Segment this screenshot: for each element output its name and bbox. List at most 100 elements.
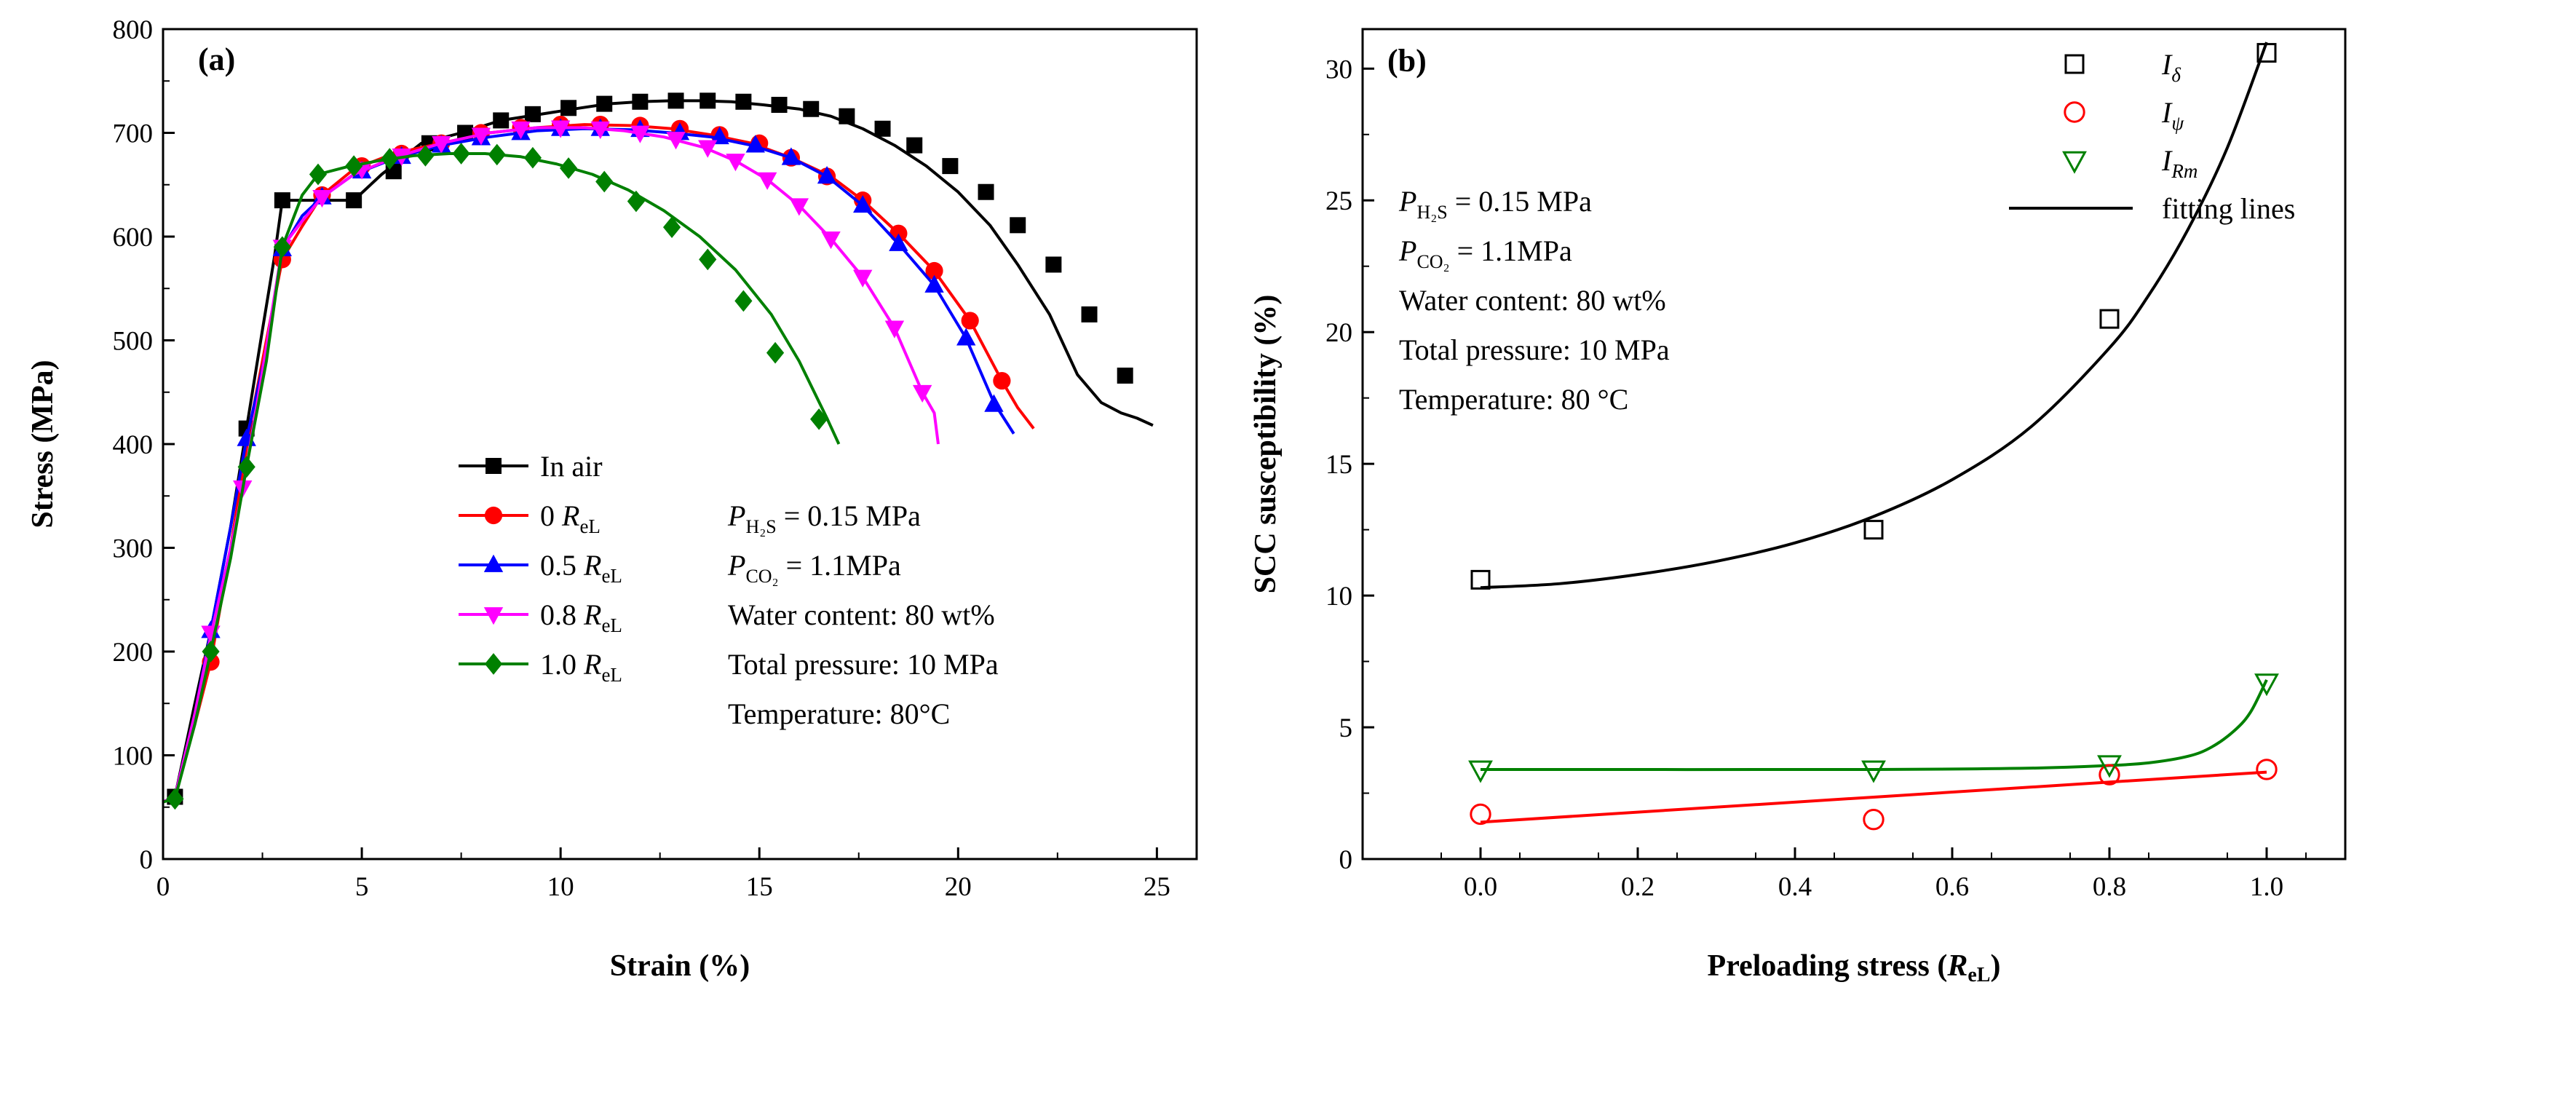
data-point [560,100,577,116]
chart-b-y-tick-label: 10 [1325,582,1352,612]
chart-b-frame [1361,28,2347,860]
chart-a-x-tick-label: 15 [746,872,773,902]
data-point [511,121,531,140]
legend-entry: 0 ReL [459,499,601,537]
data-point [309,163,328,186]
data-point [1117,367,1133,384]
series-b-2 [1468,673,2279,783]
legend-marker [484,653,503,675]
data-point [810,408,828,430]
data-point [1470,803,1491,826]
legend-marker [2062,151,2087,174]
legend-entry: In air [459,450,603,483]
legend-marker [483,554,504,572]
chart-a-x-tick-label: 20 [945,872,972,902]
data-point [312,189,332,208]
legend-label: 0 ReL [540,499,601,537]
data-point [416,145,435,167]
legend-entry: Iδ [2064,48,2181,86]
data-point [432,135,451,154]
chart-a-annotation: PH₂S = 0.15 MPa [727,499,921,537]
data-point [984,394,1004,412]
data-point [274,192,290,209]
data-point [524,106,541,122]
data-point [632,93,649,110]
data-point [699,248,717,271]
legend-label: Iψ [2161,96,2184,134]
data-point [2097,755,2122,778]
data-point [961,312,979,330]
fitting-line [1480,41,2268,590]
chart-a-y-tick-label: 400 [113,430,154,460]
data-point [912,384,932,403]
data-point [452,143,470,165]
data-point [488,143,506,166]
data-point [766,341,785,364]
chart-a-annotation: Water content: 80 wt% [728,598,995,631]
data-point [345,155,363,177]
data-point [2099,309,2120,329]
chart-b-x-axis-label-end: ) [1990,949,2000,983]
data-point [726,154,745,172]
legend-label: fitting lines [2162,192,2295,225]
data-point [2256,43,2277,63]
series-a-4 [162,143,841,810]
chart-a-y-tick-label: 0 [140,845,154,875]
legend-label: 1.0 ReL [540,648,622,686]
legend-label: 0.8 ReL [540,598,622,636]
legend-marker [2064,54,2085,74]
chart-b-y-axis-label: SCC susceptibility (%) [1249,295,1283,594]
chart-b-x-tick-label: 0.2 [1621,872,1654,902]
chart-a-y-tick-label: 300 [113,534,154,564]
legend-label: 0.5 ReL [540,549,622,587]
chart-a-y-tick-label: 100 [113,742,154,772]
data-point [550,120,571,138]
chart-a-y-tick-label: 200 [113,638,154,668]
data-point [821,231,841,250]
chart-b-y-tick-label: 30 [1325,55,1352,84]
data-point [237,456,255,478]
chart-b-annotation: PH₂S = 0.15 MPa [1398,185,1592,223]
data-point [1010,217,1026,234]
series-b-1 [1470,759,2278,831]
series-b-0 [1470,43,2277,590]
data-point [493,112,510,129]
data-point [781,147,801,165]
chart-a-y-axis-label: Stress (MPa) [26,360,60,528]
chart-b-x-tick-label: 1.0 [2250,872,2283,902]
data-point [942,158,959,175]
chart-b-x-axis-label: Preloading stress (ReL) [1708,949,2001,986]
legend-entry: IRm [2062,144,2197,182]
legend-marker [2064,101,2085,123]
chart-a-annotation: Temperature: 80°C [728,697,950,730]
chart-a-x-tick-label: 10 [547,872,574,902]
chart-b-ticks: 0.0 0.2 0.4 0.6 0.8 1.0 0 5 10 15 20 25 30 [1325,55,2307,902]
chart-a-y-tick-label: 500 [113,327,154,357]
data-point [698,140,718,158]
data-point [273,236,291,258]
chart-a-series-layer [162,92,1154,810]
chart-a-x-tick-label: 25 [1144,872,1170,902]
data-point [2254,673,2279,697]
data-point [596,95,613,112]
data-point [166,788,184,810]
data-point [978,183,994,200]
legend-label: Iδ [2161,48,2181,86]
data-point [906,137,923,154]
chart-b-x-tick-label: 0.8 [2093,872,2126,902]
data-point [789,198,809,216]
legend-label: In air [540,450,603,483]
chart-b-y-tick-label: 20 [1325,318,1352,348]
data-point [757,172,777,190]
data-point [1470,569,1491,590]
chart-b-y-tick-label: 5 [1339,713,1353,743]
chart-b: 0.0 0.2 0.4 0.6 0.8 1.0 0 5 10 15 20 25 30 (b) Prelo… [1249,28,2347,986]
chart-b-x-tick-label: 0.0 [1464,872,1497,902]
data-point [1045,256,1062,273]
data-point [590,121,610,140]
data-point [839,108,855,124]
data-point [817,166,837,184]
data-point [884,320,905,339]
data-point [745,135,765,153]
